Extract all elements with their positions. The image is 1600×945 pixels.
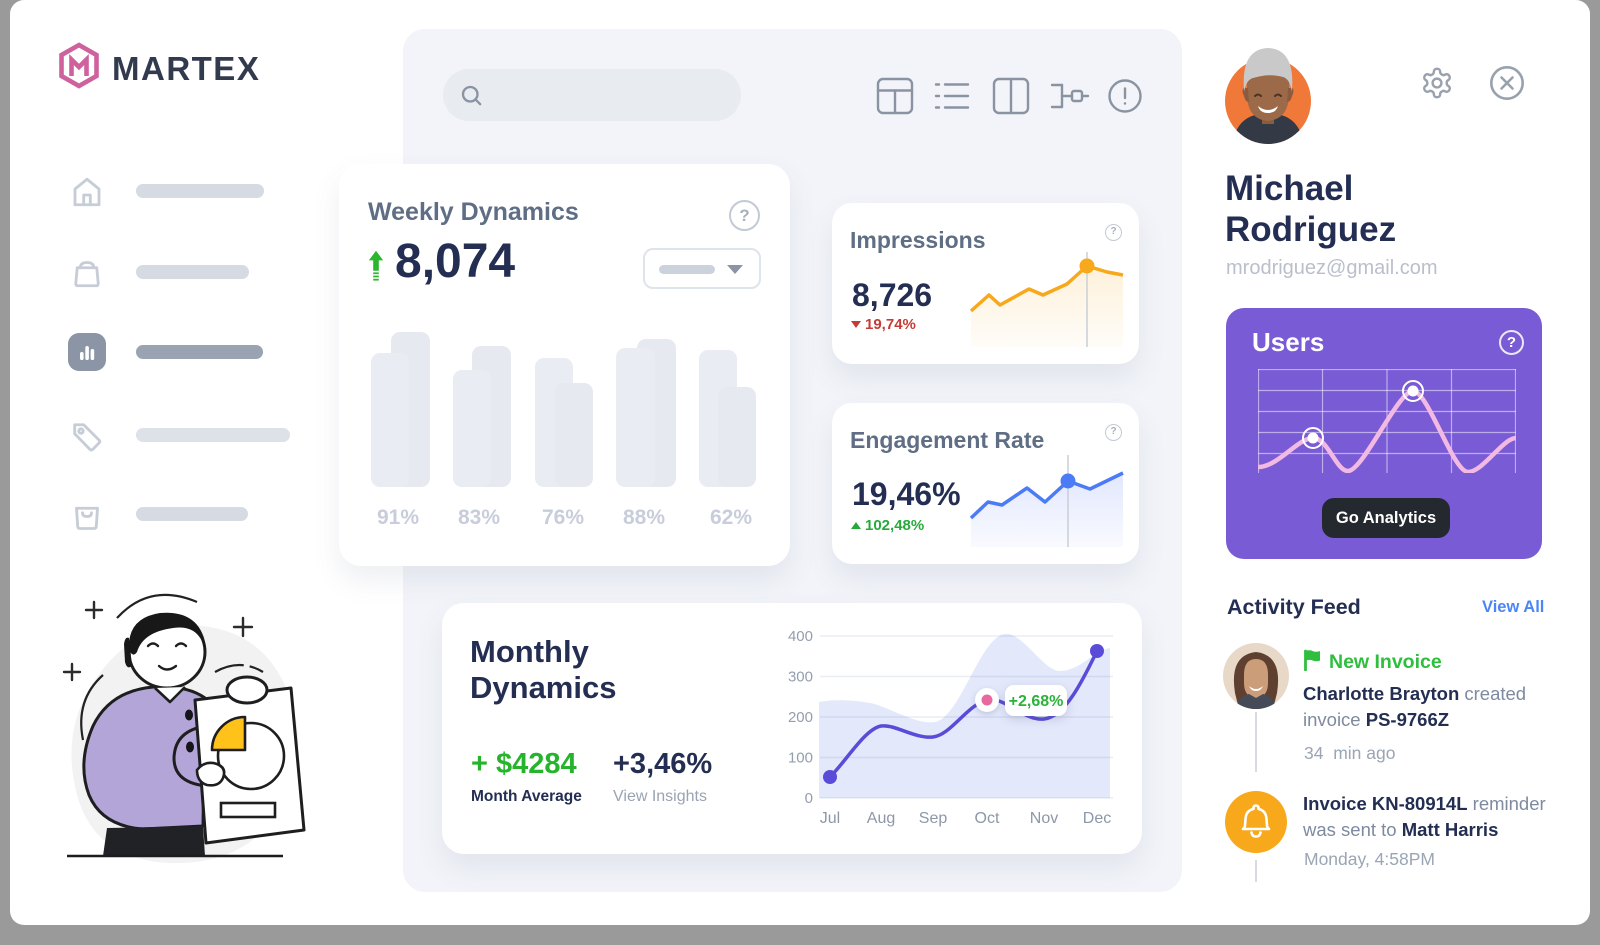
- svg-text:400: 400: [788, 628, 813, 645]
- svg-text:+2,68%: +2,68%: [1009, 693, 1064, 710]
- svg-text:Sep: Sep: [919, 810, 948, 827]
- svg-text:Oct: Oct: [975, 810, 1000, 827]
- svg-text:300: 300: [788, 669, 813, 686]
- svg-text:Dec: Dec: [1083, 810, 1111, 827]
- svg-text:0: 0: [805, 790, 813, 807]
- svg-text:200: 200: [788, 709, 813, 726]
- svg-text:Nov: Nov: [1030, 810, 1058, 827]
- svg-text:Jul: Jul: [820, 810, 840, 827]
- svg-text:100: 100: [788, 750, 813, 767]
- svg-text:Aug: Aug: [867, 810, 895, 827]
